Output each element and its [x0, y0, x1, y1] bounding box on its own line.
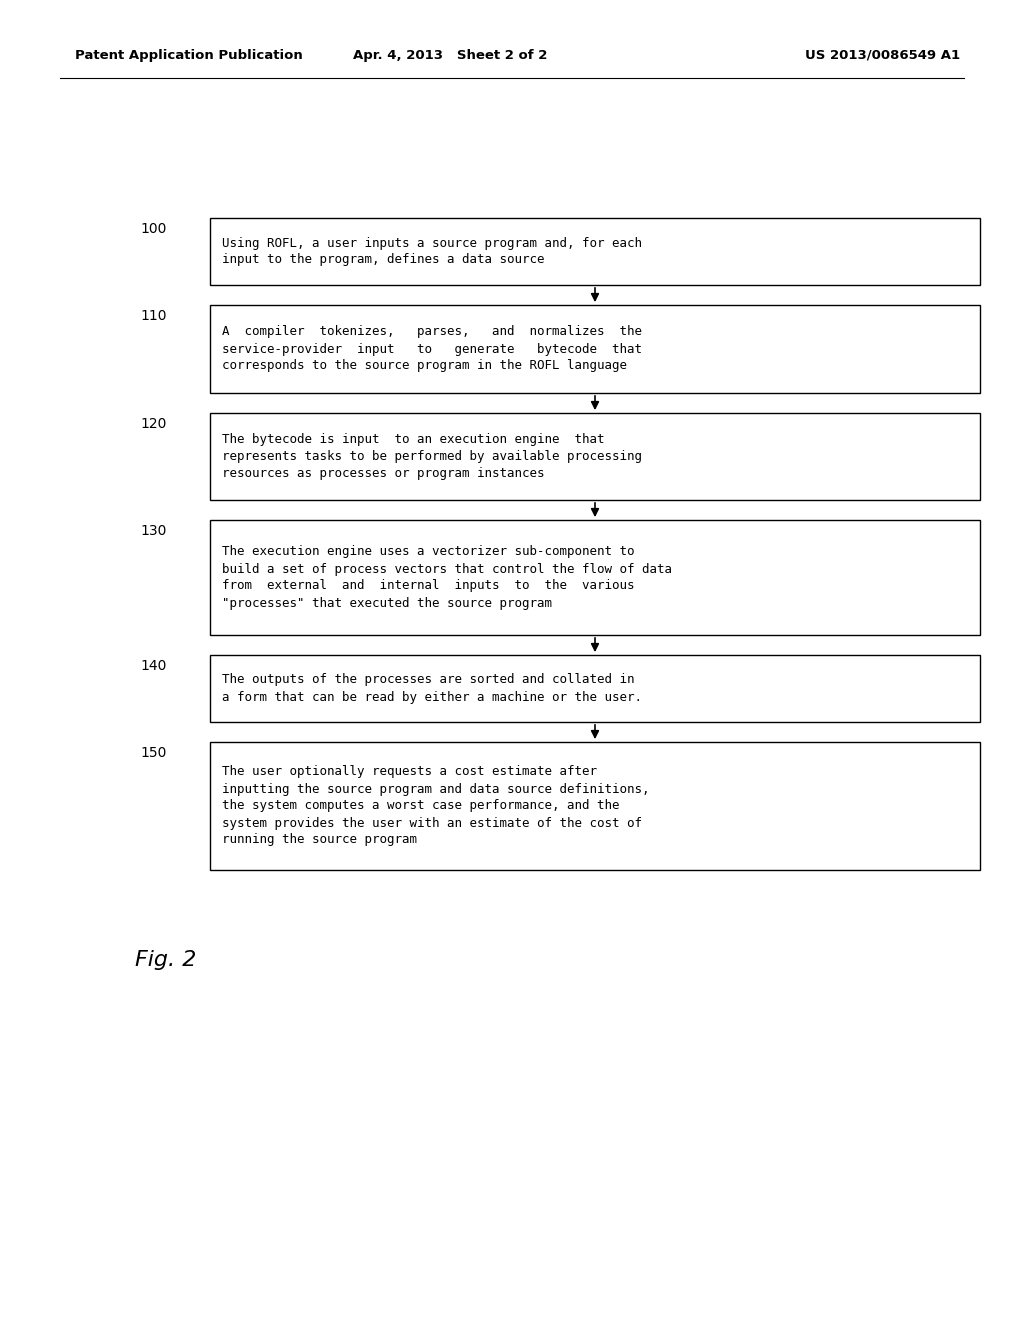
Text: The bytecode is input  to an execution engine  that
represents tasks to be perfo: The bytecode is input to an execution en…	[222, 433, 642, 480]
Text: 130: 130	[140, 524, 166, 539]
Text: Using ROFL, a user inputs a source program and, for each
input to the program, d: Using ROFL, a user inputs a source progr…	[222, 236, 642, 267]
Text: 110: 110	[140, 309, 167, 323]
Text: US 2013/0086549 A1: US 2013/0086549 A1	[805, 49, 961, 62]
Text: Patent Application Publication: Patent Application Publication	[75, 49, 303, 62]
Text: The execution engine uses a vectorizer sub-component to
build a set of process v: The execution engine uses a vectorizer s…	[222, 545, 672, 610]
Bar	[210, 413, 980, 500]
Text: A  compiler  tokenizes,   parses,   and  normalizes  the
service-provider  input: A compiler tokenizes, parses, and normal…	[222, 326, 642, 372]
Text: 150: 150	[140, 746, 166, 760]
Bar	[210, 655, 980, 722]
Text: The outputs of the processes are sorted and collated in
a form that can be read : The outputs of the processes are sorted …	[222, 673, 642, 704]
Text: 100: 100	[140, 222, 166, 236]
Text: Fig. 2: Fig. 2	[135, 950, 197, 970]
Text: The user optionally requests a cost estimate after
inputting the source program : The user optionally requests a cost esti…	[222, 766, 649, 846]
Bar	[210, 218, 980, 285]
Bar	[210, 520, 980, 635]
Bar	[210, 742, 980, 870]
Text: Apr. 4, 2013   Sheet 2 of 2: Apr. 4, 2013 Sheet 2 of 2	[353, 49, 547, 62]
Bar	[210, 305, 980, 393]
Text: 120: 120	[140, 417, 166, 432]
Text: 140: 140	[140, 659, 166, 673]
